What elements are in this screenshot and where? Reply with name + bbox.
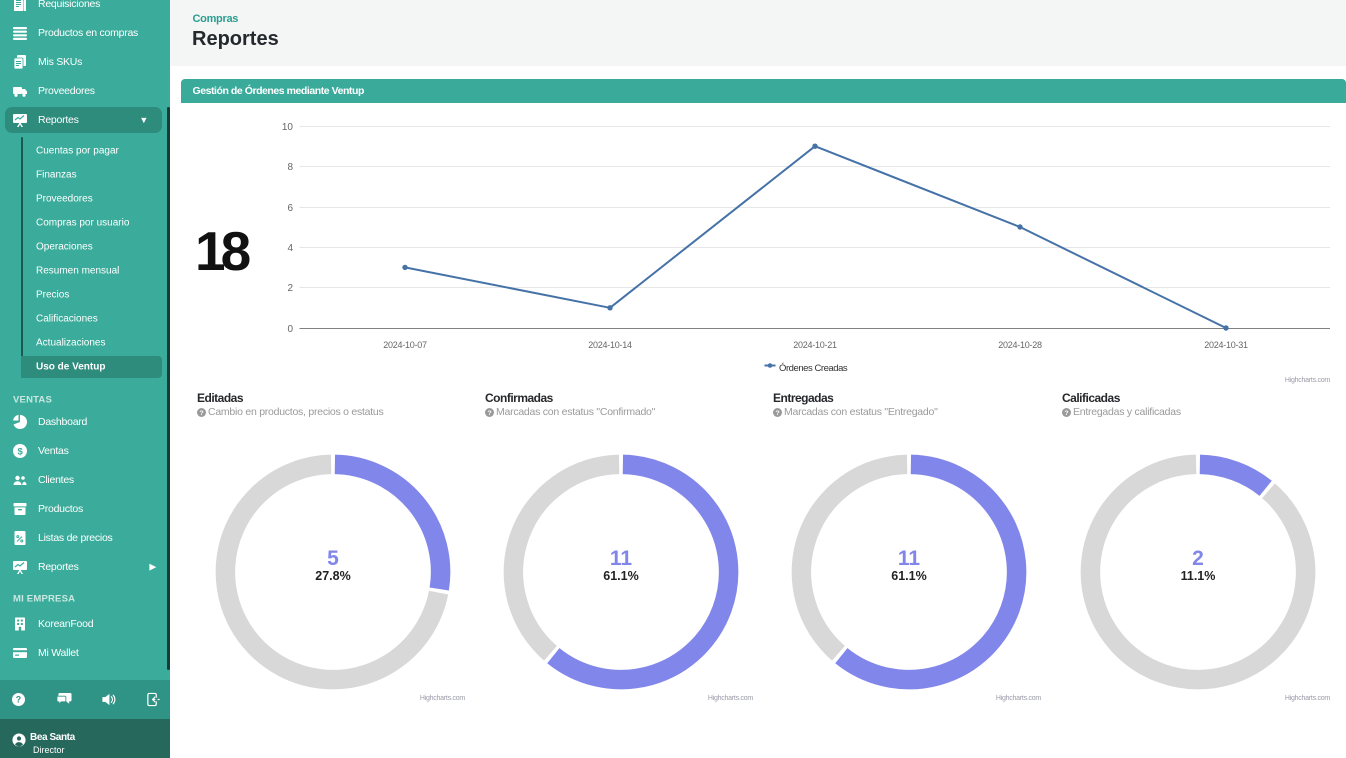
svg-text:2024-10-07: 2024-10-07 (383, 340, 427, 350)
svg-text:2: 2 (1192, 547, 1204, 570)
svg-text:6: 6 (287, 203, 293, 214)
svg-text:61.1%: 61.1% (891, 569, 926, 583)
svg-text:2024-10-31: 2024-10-31 (1204, 340, 1248, 350)
svg-text:11: 11 (898, 547, 921, 570)
svg-text:2024-10-21: 2024-10-21 (793, 340, 837, 350)
svg-text:8: 8 (287, 162, 293, 173)
svg-text:11: 11 (610, 547, 633, 570)
svg-text:?: ? (488, 410, 492, 417)
svg-text:?: ? (200, 410, 204, 417)
svg-text:2024-10-28: 2024-10-28 (998, 340, 1042, 350)
svg-text:4: 4 (287, 243, 293, 254)
svg-text:?: ? (776, 410, 780, 417)
svg-text:5: 5 (327, 547, 339, 570)
svg-text:?: ? (16, 695, 21, 705)
svg-text:27.8%: 27.8% (315, 569, 350, 583)
svg-text:$: $ (17, 446, 23, 457)
svg-text:2: 2 (287, 283, 293, 294)
svg-text:?: ? (1065, 410, 1069, 417)
svg-text:11.1%: 11.1% (1181, 569, 1216, 583)
svg-text:Órdenes Creadas: Órdenes Creadas (779, 363, 848, 374)
svg-text:2024-10-14: 2024-10-14 (588, 340, 632, 350)
svg-text:61.1%: 61.1% (603, 569, 638, 583)
svg-text:0: 0 (287, 324, 293, 335)
svg-text:Highcharts.com: Highcharts.com (1285, 377, 1331, 384)
svg-text:10: 10 (282, 122, 294, 133)
